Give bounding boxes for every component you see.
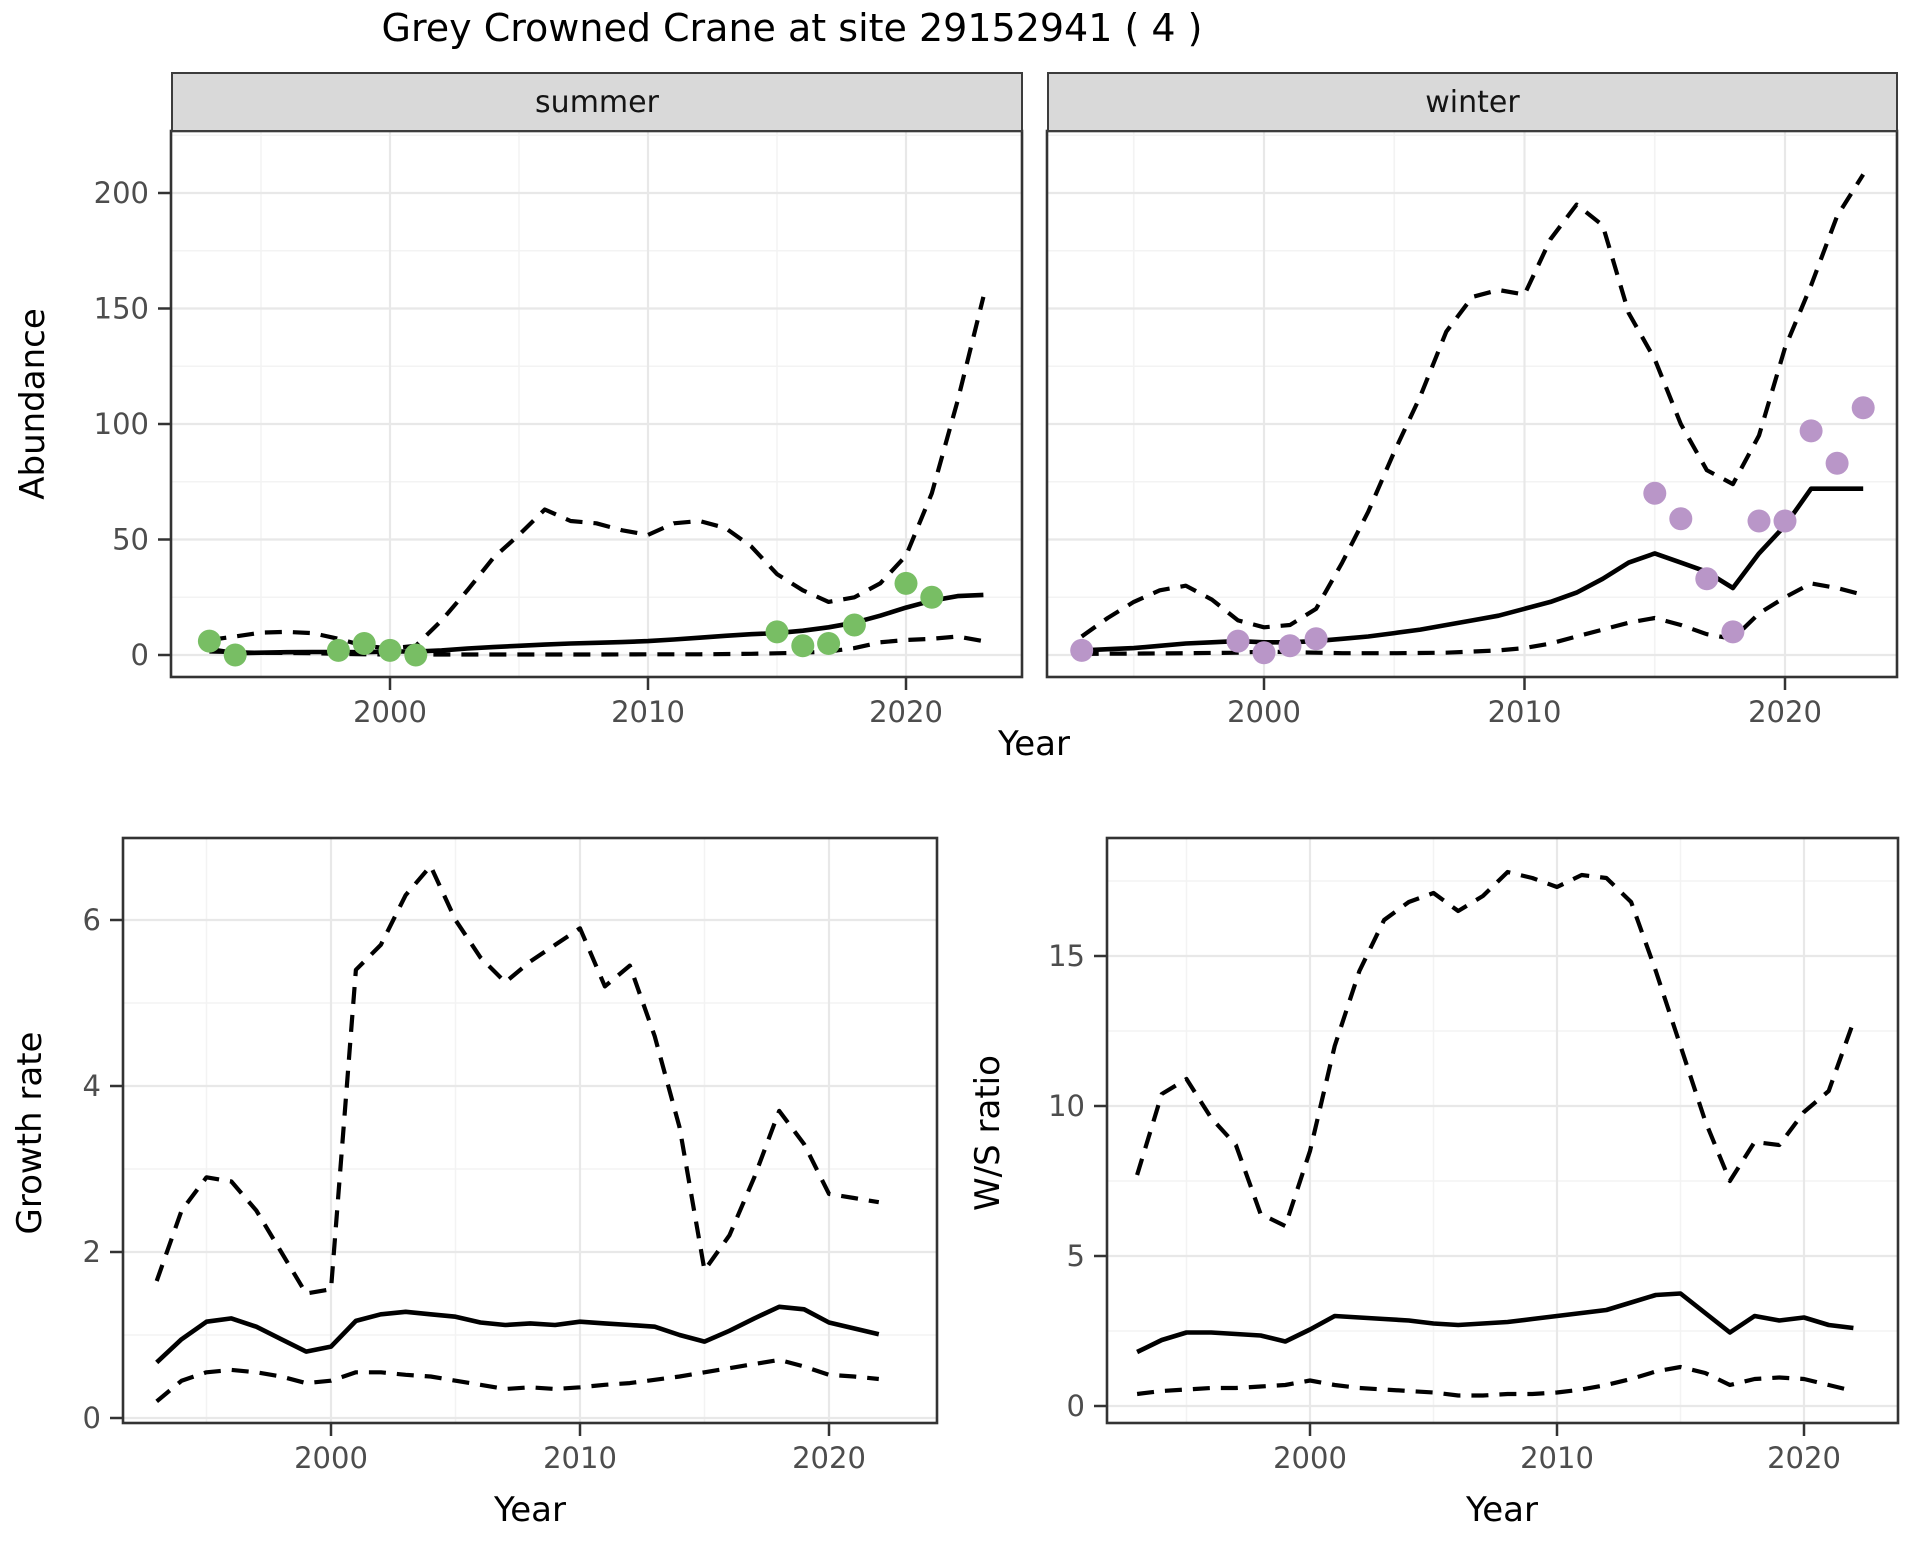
winter-observation-point [1773,509,1797,533]
summer-observation-point [197,629,221,653]
winter-observation-point [1695,567,1719,591]
growth-lower-ci-line [155,1357,880,1404]
panel-border-growth [121,836,939,1425]
x-tick-label: 2020 [1748,695,1822,729]
y-tick-label: 50 [112,523,149,557]
winter-observation-point [1799,419,1823,443]
ws-y-axis-title: W/S ratio [968,1055,1008,1211]
x-tick-label: 2000 [294,1441,368,1475]
summer-observation-point [920,585,944,609]
facet-strip-winter-label: winter [1425,84,1520,120]
y-tick-label: 200 [94,176,149,210]
y-tick-label: 15 [1048,939,1085,973]
x-tick-label: 2020 [869,695,943,729]
facet-strip-summer-label: summer [535,84,659,120]
growth-upper-ci-line [154,863,880,1296]
winter-upper-ci-line [1080,173,1865,639]
winter-observation-point [1669,507,1693,531]
top-x-axis-title: Year [998,724,1070,764]
summer-observation-point [894,571,918,595]
y-tick-label: 0 [83,1401,101,1435]
y-tick-label: 4 [83,1069,101,1103]
growth-y-axis-title: Growth rate [10,1031,50,1235]
y-tick-label: 150 [94,292,149,326]
summer-observation-point [791,634,815,658]
x-tick-label: 2020 [792,1441,866,1475]
y-tick-label: 100 [94,407,149,441]
x-tick-label: 2010 [1488,695,1562,729]
y-tick-label: 5 [1067,1239,1085,1273]
x-tick-label: 2000 [353,695,427,729]
abundance-y-axis-title: Abundance [13,308,53,500]
summer-observation-point [765,620,789,644]
y-tick-label: 10 [1048,1089,1085,1123]
ws-upper-ci-line [1135,869,1856,1229]
growth-x-axis-title: Year [494,1490,566,1530]
facet-strip-winter: winter [1047,72,1898,132]
x-tick-label: 2000 [1273,1441,1347,1475]
ws-median-line [1136,1291,1854,1355]
winter-observation-point [1721,620,1745,644]
summer-upper-ci-line [209,296,986,651]
winter-observation-point [1278,634,1302,658]
x-tick-label: 2010 [1520,1441,1594,1475]
figure-title: Grey Crowned Crane at site 29152941 ( 4 … [381,6,1203,50]
winter-observation-point [1226,629,1250,653]
summer-observation-point [326,638,350,662]
panel-bg-summer [171,131,1022,677]
panel-bg-ws [1107,838,1898,1423]
summer-observation-point [352,632,376,655]
ws-x-axis-title: Year [1466,1490,1538,1530]
facet-strip-summer: summer [171,72,1023,132]
y-tick-label: 6 [83,903,101,937]
x-tick-label: 2010 [543,1441,617,1475]
y-tick-label: 0 [1067,1389,1085,1423]
winter-observation-point [1304,627,1328,651]
x-tick-label: 2020 [1767,1441,1841,1475]
winter-observation-point [1851,396,1875,420]
winter-median-line [1081,486,1864,653]
winter-observation-point [1070,638,1094,662]
summer-observation-point [842,613,866,637]
panel-border-ws [1105,836,1900,1425]
y-tick-label: 2 [83,1235,101,1269]
winter-observation-point [1643,481,1667,505]
winter-observation-point [1825,451,1849,475]
ws-lower-ci-line [1136,1364,1854,1398]
winter-observation-point [1252,641,1276,665]
x-tick-label: 2000 [1227,695,1301,729]
x-tick-label: 2010 [611,695,685,729]
growth-median-line [155,1304,880,1365]
summer-observation-point [223,643,247,667]
summer-observation-point [404,643,428,667]
winter-observation-point [1747,509,1771,533]
summer-observation-point [378,638,402,662]
summer-observation-point [817,632,841,655]
y-tick-label: 0 [131,638,149,672]
